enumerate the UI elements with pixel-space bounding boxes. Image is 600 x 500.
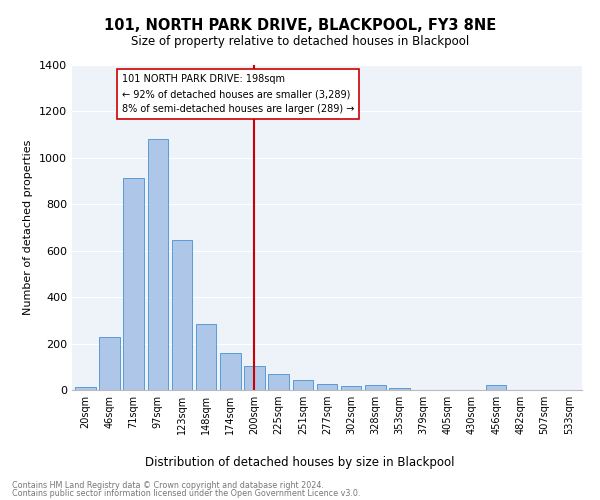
- Bar: [317, 384, 337, 390]
- Y-axis label: Number of detached properties: Number of detached properties: [23, 140, 34, 315]
- Bar: [172, 240, 192, 390]
- Text: 101 NORTH PARK DRIVE: 198sqm
← 92% of detached houses are smaller (3,289)
8% of : 101 NORTH PARK DRIVE: 198sqm ← 92% of de…: [122, 74, 354, 114]
- Bar: [486, 386, 506, 390]
- Bar: [99, 337, 120, 390]
- Text: Contains public sector information licensed under the Open Government Licence v3: Contains public sector information licen…: [12, 490, 361, 498]
- Text: Contains HM Land Registry data © Crown copyright and database right 2024.: Contains HM Land Registry data © Crown c…: [12, 480, 324, 490]
- Bar: [389, 388, 410, 390]
- Bar: [268, 374, 289, 390]
- Bar: [293, 380, 313, 390]
- Bar: [365, 386, 386, 390]
- Bar: [124, 178, 144, 390]
- Text: Size of property relative to detached houses in Blackpool: Size of property relative to detached ho…: [131, 35, 469, 48]
- Text: 101, NORTH PARK DRIVE, BLACKPOOL, FY3 8NE: 101, NORTH PARK DRIVE, BLACKPOOL, FY3 8N…: [104, 18, 496, 32]
- Text: Distribution of detached houses by size in Blackpool: Distribution of detached houses by size …: [145, 456, 455, 469]
- Bar: [244, 366, 265, 390]
- Bar: [220, 354, 241, 390]
- Bar: [341, 386, 361, 390]
- Bar: [75, 386, 95, 390]
- Bar: [196, 324, 217, 390]
- Bar: [148, 140, 168, 390]
